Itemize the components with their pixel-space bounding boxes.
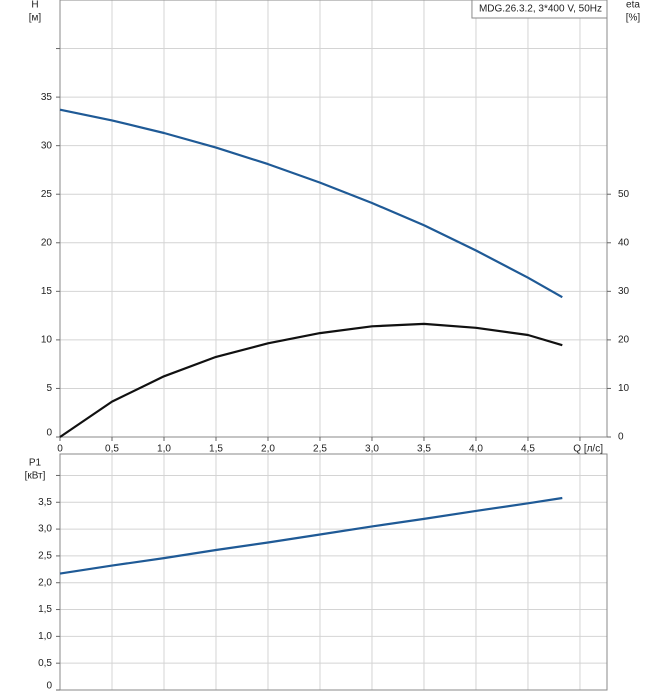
y2-tick-label: 50 — [618, 189, 630, 200]
x-tick-label: 0,5 — [105, 444, 119, 455]
y2-axis-unit: [%] — [626, 13, 641, 24]
x-tick-label: 3,5 — [417, 444, 431, 455]
y-tick-label: 2,5 — [38, 551, 52, 562]
y2-tick-label: 20 — [618, 335, 630, 346]
series-line — [59, 108, 563, 299]
y-tick-label: 2,0 — [38, 577, 52, 588]
y2-tick-label: 0 — [618, 432, 624, 443]
x-axis-label: Q [л/с] — [573, 444, 603, 455]
x-tick-label: 2,5 — [313, 444, 327, 455]
y-tick-label: 5 — [46, 383, 52, 394]
y-tick-label: 0 — [46, 681, 52, 692]
legend-text: MDG.26.3.2, 3*400 V, 50Hz — [479, 4, 602, 15]
y-tick-label: 1,5 — [38, 604, 52, 615]
y-axis-label: H — [31, 0, 38, 11]
y-tick-label: 25 — [41, 189, 53, 200]
y-tick-label: 15 — [41, 286, 53, 297]
x-tick-label: 3,0 — [365, 444, 379, 455]
x-tick-label: 4,0 — [469, 444, 483, 455]
y2-tick-label: 40 — [618, 237, 630, 248]
y-axis-unit: [м] — [29, 13, 42, 24]
series-line — [59, 322, 563, 438]
y-tick-label: 10 — [41, 335, 53, 346]
y-axis-label: P1 — [29, 458, 42, 469]
y-tick-label: 35 — [41, 92, 53, 103]
x-tick-label: 4,5 — [521, 444, 535, 455]
y-tick-label: 30 — [41, 140, 53, 151]
y2-tick-label: 30 — [618, 286, 630, 297]
y-tick-label: 3,0 — [38, 524, 52, 535]
plot-frame — [59, 0, 608, 438]
y2-tick-label: 10 — [618, 383, 630, 394]
y-tick-label: 0 — [46, 428, 52, 439]
y-axis-unit: [кВт] — [25, 471, 46, 482]
legend-box — [471, 0, 608, 19]
x-tick-label: 1,0 — [157, 444, 171, 455]
y-tick-label: 3,5 — [38, 497, 52, 508]
series-line — [59, 496, 563, 575]
y2-axis-label: eta — [626, 0, 640, 11]
y-tick-label: 0,5 — [38, 658, 52, 669]
x-tick-label: 0 — [57, 444, 63, 455]
x-tick-label: 2,0 — [261, 444, 275, 455]
y-tick-label: 20 — [41, 237, 53, 248]
y-tick-label: 1,0 — [38, 631, 52, 642]
x-tick-label: 1,5 — [209, 444, 223, 455]
plot-frame — [59, 453, 608, 691]
